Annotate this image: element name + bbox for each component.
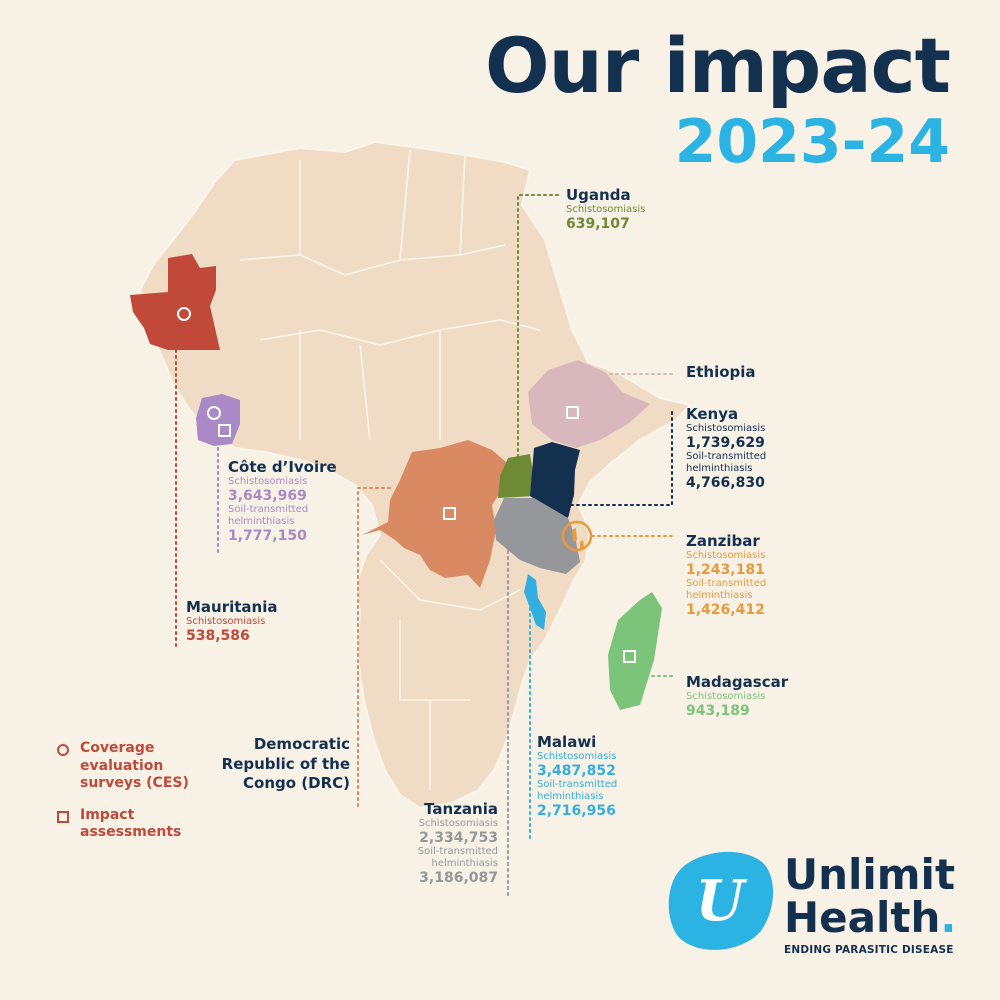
legend-ia-label: Impact assessments xyxy=(80,806,182,841)
madagascar-name: Madagascar xyxy=(686,673,789,691)
cotedivoire-value-2: 1,777,150 xyxy=(228,528,307,544)
malawi-value-1: 3,487,852 xyxy=(537,763,616,779)
zanzibar-ces-marker xyxy=(561,520,593,552)
malawi-name: Malawi xyxy=(537,733,597,751)
madagascar-disease-1: Schistosomiasis xyxy=(686,691,766,702)
cotedivoire-value-1: 3,643,969 xyxy=(228,488,307,504)
label-ethiopia: Ethiopia xyxy=(686,363,756,381)
legend-ces: Coverage evaluation surveys (CES) xyxy=(56,740,200,793)
cotedivoire-disease-1: Schistosomiasis xyxy=(228,476,308,487)
uganda-leader xyxy=(517,194,559,461)
kenya-disease-2: Soil-transmitted helminthiasis xyxy=(686,451,767,474)
label-tanzania: Tanzania Schistosomiasis 2,334,753 Soil-… xyxy=(388,800,498,886)
logo-dot: . xyxy=(940,892,957,942)
logo-tagline: ENDING PARASITIC DISEASE xyxy=(784,943,954,956)
malawi-disease-1: Schistosomiasis xyxy=(537,751,617,762)
logo-line-2: Health. xyxy=(784,896,956,940)
kenya-value-2: 4,766,830 xyxy=(686,475,765,491)
legend-ia: Impact assessments xyxy=(56,807,200,842)
malawi-region xyxy=(524,574,546,630)
cotedivoire-name: Côte d’Ivoire xyxy=(228,458,337,476)
page-period: 2023-24 xyxy=(674,107,950,177)
tanzania-disease-2: Soil-transmitted helminthiasis xyxy=(417,846,498,869)
label-uganda: Uganda Schistosomiasis 639,107 xyxy=(566,186,645,232)
malawi-disease-2: Soil-transmitted helminthiasis xyxy=(537,779,618,802)
mauritania-region xyxy=(130,254,220,350)
drc-region xyxy=(362,440,506,588)
legend-ces-label: Coverage evaluation surveys (CES) xyxy=(80,740,189,791)
kenya-name: Kenya xyxy=(686,405,739,423)
label-madagascar: Madagascar Schistosomiasis 943,189 xyxy=(686,673,788,719)
drc-ia-marker xyxy=(443,507,456,520)
kenya-leader xyxy=(567,411,673,506)
zanzibar-name: Zanzibar xyxy=(686,532,760,550)
madagascar-ia-marker xyxy=(623,650,636,663)
label-drc: Democratic Republic of the Congo (DRC) xyxy=(220,735,350,794)
uganda-region xyxy=(498,454,534,498)
leader-lines xyxy=(175,194,677,896)
cotedivoire-disease-2: Soil-transmitted helminthiasis xyxy=(228,504,309,527)
zanzibar-islands xyxy=(572,528,584,549)
tanzania-region xyxy=(494,498,580,574)
mauritania-disease-1: Schistosomiasis xyxy=(186,616,266,627)
drc-leader xyxy=(357,487,391,807)
mauritania-ces-marker xyxy=(177,307,191,321)
malawi-value-2: 2,716,956 xyxy=(537,803,616,819)
ethiopia-region xyxy=(528,360,650,448)
tanzania-value-2: 3,186,087 xyxy=(419,870,498,886)
ethiopia-ia-marker xyxy=(566,406,579,419)
logo-icon: U xyxy=(668,851,774,950)
label-cotedivoire: Côte d’Ivoire Schistosomiasis 3,643,969 … xyxy=(228,458,337,544)
kenya-disease-1: Schistosomiasis xyxy=(686,423,766,434)
kenya-region xyxy=(530,442,580,518)
tanzania-name: Tanzania xyxy=(424,800,498,818)
zanzibar-disease-2: Soil-transmitted helminthiasis xyxy=(686,578,767,601)
logo-line-2-text: Health xyxy=(784,892,941,942)
cotedivoire-ia-marker xyxy=(218,424,231,437)
madagascar-value-1: 943,189 xyxy=(686,703,750,719)
label-kenya: Kenya Schistosomiasis 1,739,629 Soil-tra… xyxy=(686,405,786,491)
kenya-value-1: 1,739,629 xyxy=(686,435,765,451)
mauritania-value-1: 538,586 xyxy=(186,628,250,644)
zanzibar-disease-1: Schistosomiasis xyxy=(686,550,766,561)
tanzania-disease-1: Schistosomiasis xyxy=(418,818,498,829)
mauritania-name: Mauritania xyxy=(186,598,278,616)
logo-wordmark: Unlimit Health. ENDING PARASITIC DISEASE xyxy=(784,850,956,956)
tanzania-value-1: 2,334,753 xyxy=(419,830,498,846)
legend: Coverage evaluation surveys (CES) Impact… xyxy=(56,740,200,842)
title-block: Our impact 2023-24 xyxy=(485,21,951,177)
uganda-value-1: 639,107 xyxy=(566,216,630,232)
ethiopia-name: Ethiopia xyxy=(686,363,756,381)
page-title: Our impact xyxy=(485,21,951,110)
zanzibar-value-2: 1,426,412 xyxy=(686,602,765,618)
label-zanzibar: Zanzibar Schistosomiasis 1,243,181 Soil-… xyxy=(686,532,786,618)
circle-icon xyxy=(57,744,69,756)
cotedivoire-region xyxy=(196,394,240,446)
logo-mark-letter: U xyxy=(696,868,748,934)
cotedivoire-ces-marker xyxy=(207,406,221,420)
unlimit-health-logo-mark: U xyxy=(664,848,776,952)
internal-borders xyxy=(239,149,541,790)
uganda-name: Uganda xyxy=(566,186,631,204)
label-malawi: Malawi Schistosomiasis 3,487,852 Soil-tr… xyxy=(537,733,637,819)
logo-line-1: Unlimit xyxy=(784,850,956,899)
label-mauritania: Mauritania Schistosomiasis 538,586 xyxy=(186,598,278,644)
assessment-markers xyxy=(177,307,636,663)
drc-name: Democratic Republic of the Congo (DRC) xyxy=(221,735,350,792)
uganda-disease-1: Schistosomiasis xyxy=(566,204,646,215)
zanzibar-value-1: 1,243,181 xyxy=(686,562,765,578)
square-icon xyxy=(57,810,69,823)
